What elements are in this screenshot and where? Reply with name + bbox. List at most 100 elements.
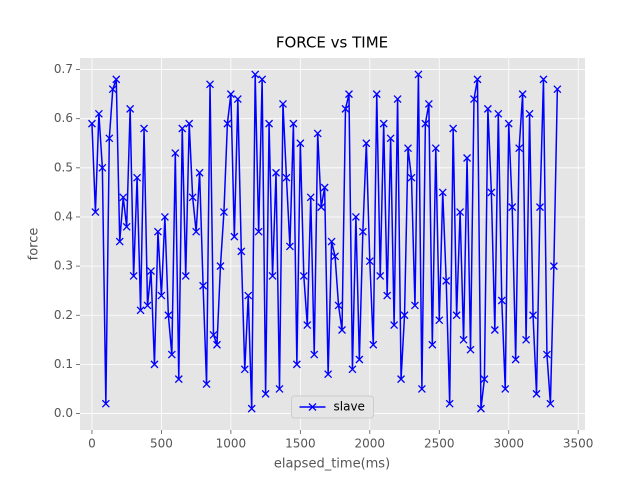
marker [414,70,423,79]
marker [470,95,478,103]
x-tick-label: 500 [150,437,173,451]
marker [424,99,433,108]
marker [192,227,201,236]
marker [188,193,197,202]
marker [553,85,562,94]
chart-title: FORCE vs TIME [276,34,388,52]
marker [456,208,465,217]
marker [518,90,527,99]
legend-box [291,395,374,419]
marker [345,90,353,99]
marker [536,203,544,212]
marker [358,227,367,236]
marker [181,271,190,280]
marker [272,168,280,177]
marker [164,311,173,320]
marker [268,271,277,280]
marker [428,340,437,349]
marker [147,267,155,275]
marker [376,271,385,280]
marker [421,119,430,128]
marker [327,237,336,246]
y-tick-label: 0.2 [54,308,73,322]
marker [483,104,492,113]
x-tick-label: 2500 [424,437,455,451]
marker [341,104,350,113]
marker [459,335,468,344]
marker [279,99,287,108]
marker [258,75,267,84]
legend: slave [291,395,374,419]
y-tick-label: 0.5 [54,160,73,174]
marker [299,271,308,280]
marker [508,203,517,212]
marker [91,208,100,217]
marker [167,350,176,359]
y-tick-label: 0.0 [54,406,73,420]
marker [525,109,534,118]
marker [199,281,208,290]
marker [223,119,232,128]
marker [160,213,169,221]
marker [219,208,228,217]
marker [157,291,166,300]
marker [487,188,496,197]
x-tick-label: 1000 [216,437,247,451]
marker [240,365,249,374]
x-tick-label: 1500 [285,437,316,451]
marker [480,375,489,384]
marker [442,276,451,285]
marker [202,380,211,389]
marker [185,119,194,128]
marker [351,213,360,221]
marker [105,134,114,143]
marker [549,262,558,271]
marker [133,173,142,182]
x-tick-label: 3500 [563,437,594,451]
marker [98,163,107,172]
marker [119,193,128,202]
marker [494,109,503,118]
marker [497,296,506,305]
marker [310,350,319,359]
marker [285,242,294,251]
x-tick-label: 3000 [493,437,524,451]
marker [244,291,253,300]
marker [404,144,412,153]
marker [129,271,138,280]
marker [206,80,214,89]
marker [195,168,204,177]
marker [296,139,305,148]
marker [317,203,326,212]
marker [463,154,472,162]
marker [379,119,388,128]
marker [529,311,538,320]
marker [542,350,551,359]
marker [112,75,121,84]
marker [338,326,346,334]
marker [153,227,162,236]
y-tick-label: 0.4 [54,209,73,223]
marker [445,399,454,408]
marker [303,321,312,330]
marker [126,104,135,113]
marker [87,119,96,128]
marker [546,399,555,408]
legend-label: slave [334,400,365,414]
marker [435,316,444,325]
x-axis-label: elapsed_time(ms) [274,457,390,472]
marker [171,149,180,158]
marker [237,247,246,256]
marker [504,119,513,128]
marker [431,144,440,153]
marker [397,375,406,384]
y-tick-label: 0.3 [54,259,73,273]
marker [150,360,159,369]
marker [282,173,291,182]
marker [122,222,131,231]
marker [511,355,520,364]
marker [383,291,392,300]
marker [365,257,374,266]
marker [101,399,110,408]
